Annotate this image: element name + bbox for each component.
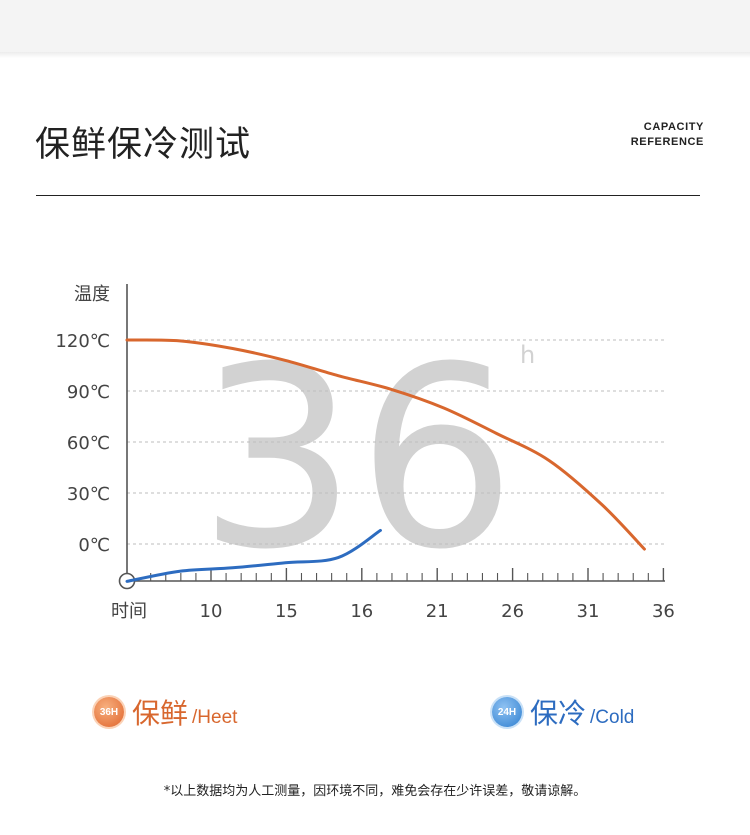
x-tick-label: 10 xyxy=(200,601,223,622)
top-strip xyxy=(0,0,750,52)
legend-cold-label: 保冷 xyxy=(530,697,587,730)
page-title: 保鲜保冷测试 xyxy=(35,125,252,165)
legend-heat: 36H 保鲜 /Heet xyxy=(94,692,237,732)
label-layer: 120℃ 90℃ 60℃ 30℃ 0℃ 温度 10 15 16 21 26 31 36 时间 xyxy=(55,284,674,622)
watermark-number: 36 xyxy=(198,313,516,604)
x-tick-label: 16 xyxy=(350,601,373,622)
y-tick-label: 30℃ xyxy=(67,484,110,505)
legend-heat-label: 保鲜 xyxy=(132,697,189,730)
watermark-layer: 36 h xyxy=(198,313,535,604)
y-tick-label: 90℃ xyxy=(67,382,110,403)
x-tick-label: 21 xyxy=(426,601,449,622)
legend-heat-sub: /Heet xyxy=(192,707,238,728)
title-divider xyxy=(36,195,700,196)
cold-badge-icon: 24H xyxy=(492,697,522,727)
legend-cold: 24H 保冷 /Cold xyxy=(492,692,634,732)
capacity-reference: CAPACITY REFERENCE xyxy=(631,120,704,150)
series-line-heat xyxy=(125,338,646,551)
series-layer xyxy=(125,338,646,583)
heat-badge-text: 36H xyxy=(99,706,119,718)
y-tick-label: 60℃ xyxy=(67,433,110,454)
x-tick-label: 26 xyxy=(501,601,524,622)
y-tick-label: 120℃ xyxy=(55,331,110,352)
capacity-line-2: REFERENCE xyxy=(630,136,704,148)
series-line-cold xyxy=(125,528,382,583)
legend-cold-sub: /Cold xyxy=(590,707,635,728)
watermark-unit: h xyxy=(520,341,535,369)
heat-badge-icon: 36H xyxy=(94,697,124,727)
x-axis-label: 时间 xyxy=(111,601,147,622)
capacity-line-1: CAPACITY xyxy=(643,121,704,133)
cold-badge-text: 24H xyxy=(497,706,517,718)
axis-layer xyxy=(118,284,665,590)
top-strip-shadow xyxy=(0,52,750,58)
x-tick-label: 31 xyxy=(577,601,600,622)
x-tick-label: 15 xyxy=(275,601,298,622)
y-axis-label: 温度 xyxy=(74,284,110,305)
y-tick-label: 0℃ xyxy=(78,535,110,556)
x-tick-label: 36 xyxy=(652,601,675,622)
footnote: *以上数据均为人工测量，因环境不同，难免会存在少许误差，敬请谅解。 xyxy=(163,784,587,799)
